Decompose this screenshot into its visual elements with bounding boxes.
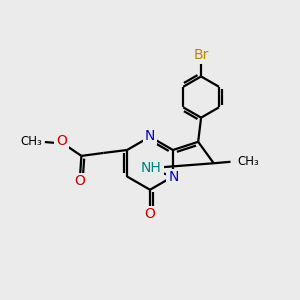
Text: O: O bbox=[144, 207, 156, 221]
Text: O: O bbox=[145, 207, 155, 221]
Text: NH: NH bbox=[140, 161, 161, 175]
Text: O: O bbox=[74, 174, 86, 188]
Text: O: O bbox=[56, 134, 67, 148]
Text: Br: Br bbox=[194, 48, 209, 62]
Text: N: N bbox=[145, 129, 155, 143]
Text: CH₃: CH₃ bbox=[21, 135, 43, 148]
Text: N: N bbox=[144, 129, 156, 143]
Text: Br: Br bbox=[192, 48, 210, 62]
Text: O: O bbox=[74, 174, 86, 188]
Text: NH: NH bbox=[139, 161, 162, 175]
Text: N: N bbox=[168, 170, 179, 184]
Text: CH₃: CH₃ bbox=[237, 155, 259, 168]
Text: O: O bbox=[56, 134, 68, 148]
Text: N: N bbox=[168, 170, 179, 184]
